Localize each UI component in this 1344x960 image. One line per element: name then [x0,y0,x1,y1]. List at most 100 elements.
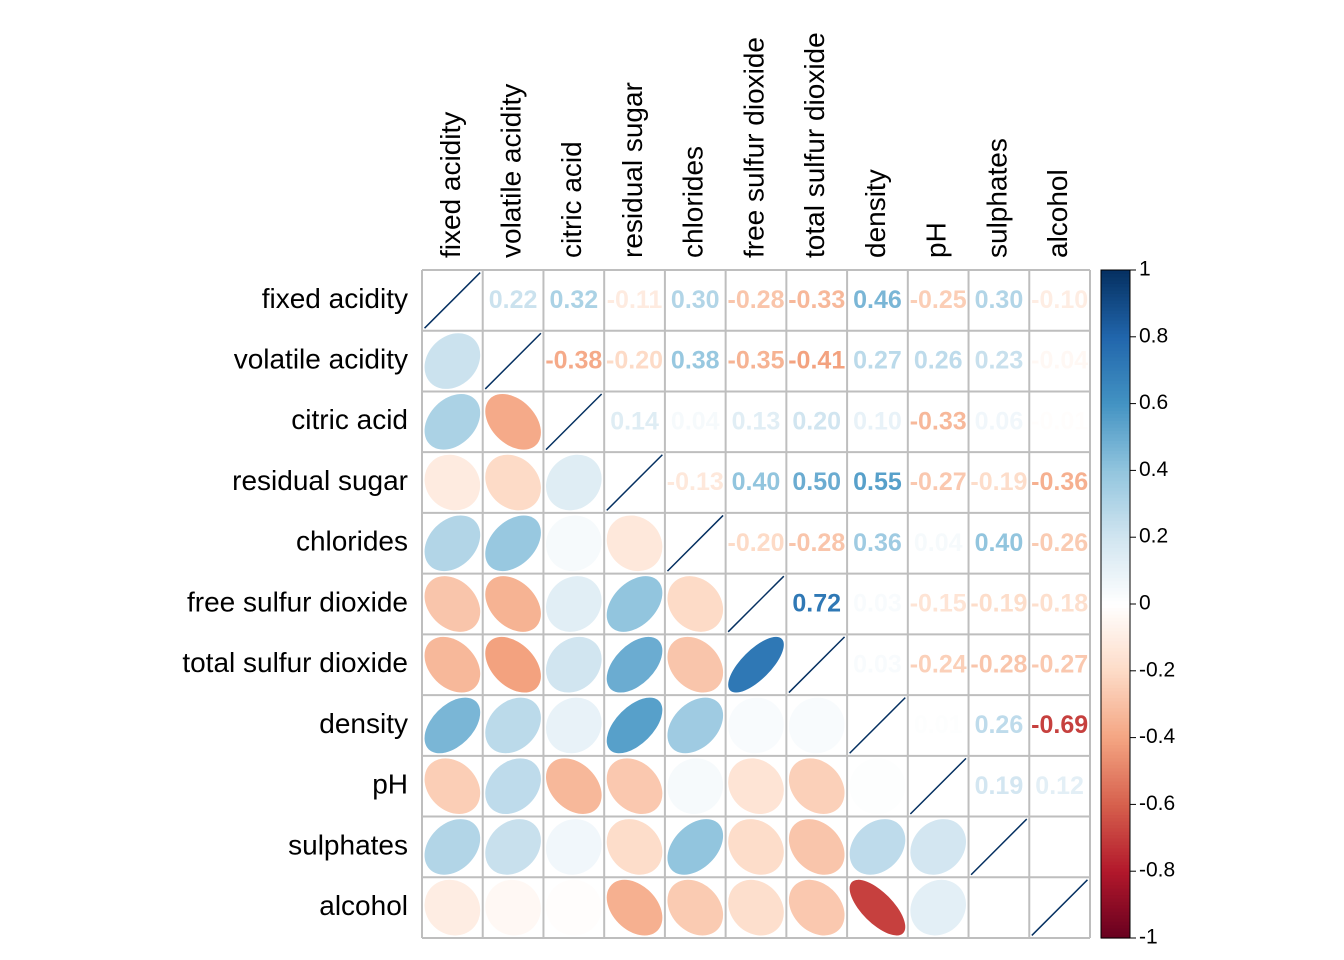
ellipse [424,636,481,693]
value-label: 0.50 [792,468,841,496]
colorbar-segment [1101,503,1130,508]
value-label: 0.04 [914,529,963,557]
ellipse [667,819,724,875]
colorbar-segment [1101,901,1130,906]
colorbar-segment [1101,480,1130,485]
colorbar-segment [1101,807,1130,812]
colorbar-segment [1101,687,1130,692]
colorbar-segment [1101,864,1130,869]
ellipse [485,758,541,815]
colorbar-segment [1101,577,1130,582]
colorbar-segment [1101,767,1130,772]
value-label: -0.10 [1031,286,1088,314]
ellipse [485,879,541,936]
colorbar-segment [1101,644,1130,649]
colorbar-segment [1101,440,1130,445]
value-label: -0.20 [606,347,663,375]
value-label: 0.01 [914,711,963,739]
ellipse [545,454,602,511]
colorbar-segment [1101,356,1130,361]
colorbar-segment [1101,914,1130,919]
colorbar-segment [1101,373,1130,378]
value-label: 0.26 [975,711,1024,739]
column-label: free sulfur dioxide [738,37,769,258]
colorbar-segment [1101,747,1130,752]
ellipse [485,819,541,875]
value-label: -0.33 [910,407,967,435]
value-label: -0.26 [1031,529,1088,557]
ellipse [910,879,967,936]
colorbar-segment [1101,507,1130,512]
colorbar-tick-label: -0.6 [1139,792,1175,815]
value-label: -0.01 [1031,407,1088,435]
colorbar-segment [1101,720,1130,725]
colorbar-segment [1101,784,1130,789]
column-label: sulphates [981,138,1012,258]
column-label: volatile acidity [495,84,526,258]
colorbar-segment [1101,680,1130,685]
value-label: 0.23 [975,347,1024,375]
colorbar-segment [1101,757,1130,762]
colorbar-segment [1101,744,1130,749]
value-label: 0.19 [975,772,1024,800]
ellipse [606,697,663,754]
colorbar-tick-label: 1 [1139,258,1151,281]
ellipse [485,697,541,754]
colorbar-segment [1101,340,1130,345]
colorbar-segment [1101,707,1130,712]
column-label: density [860,169,891,258]
colorbar-segment [1101,470,1130,475]
value-label: -0.04 [1031,347,1088,375]
colorbar-segment [1101,460,1130,465]
colorbar-segment [1101,437,1130,441]
ellipse [1031,879,1088,936]
colorbar-segment [1101,580,1130,585]
value-label: 0.38 [671,347,720,375]
colorbar-segment [1101,831,1130,836]
colorbar-segment [1101,306,1130,311]
colorbar-segment [1101,927,1130,932]
colorbar-segment [1101,483,1130,488]
colorbar-segment [1101,590,1130,595]
colorbar-segment [1101,270,1130,274]
colorbar-segment [1101,614,1130,618]
ellipse [727,575,785,633]
colorbar-segment [1101,523,1130,528]
value-label: -0.33 [788,286,845,314]
colorbar-tick-label: 0.4 [1139,458,1169,481]
ellipse [545,576,602,632]
ellipse [606,576,663,632]
colorbar-segment [1101,567,1130,572]
colorbar-segment [1101,677,1130,682]
colorbar-segment [1101,710,1130,715]
ellipse [728,879,784,936]
colorbar-segment [1101,406,1130,411]
colorbar-segment [1101,450,1130,455]
value-label: -0.27 [910,468,967,496]
colorbar-segment [1101,704,1130,709]
colorbar-segment [1101,674,1130,679]
ellipse [910,819,967,875]
ellipse [606,758,663,815]
colorbar-segment [1101,640,1130,645]
colorbar-segment [1101,714,1130,719]
colorbar-segment [1101,530,1130,535]
colorbar-segment [1101,313,1130,318]
ellipse [970,818,1028,876]
value-label: 0.36 [853,529,902,557]
value-label: 0.40 [732,468,781,496]
colorbar-segment [1101,690,1130,695]
colorbar-segment [1101,396,1130,401]
colorbar-segment [1101,781,1130,785]
colorbar-segment [1101,877,1130,882]
colorbar-segment [1101,624,1130,628]
colorbar-segment [1101,817,1130,822]
colorbar-tick-label: 0.2 [1139,525,1168,548]
value-label: 0.72 [792,590,841,618]
colorbar-segment [1101,400,1130,405]
colorbar-segment [1101,887,1130,892]
row-label: fixed acidity [262,283,408,314]
value-label: 0.12 [1035,772,1084,800]
column-label: residual sugar [617,82,648,258]
